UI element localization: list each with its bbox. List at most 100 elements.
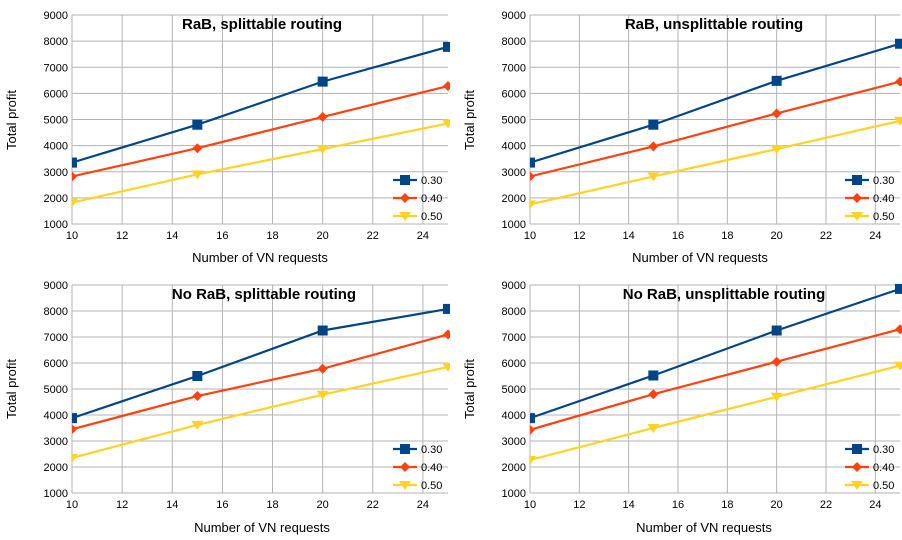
- data-point: [530, 413, 535, 424]
- series-line-0.40: [72, 333, 449, 431]
- series-group: [72, 303, 450, 463]
- data-point: [72, 157, 77, 168]
- y-tick-label: 4000: [44, 141, 68, 153]
- data-point: [648, 389, 659, 400]
- x-tick-label: 16: [216, 499, 228, 511]
- legend-label: 0.30: [873, 175, 894, 187]
- y-tick-label: 9000: [44, 280, 68, 292]
- y-tick-label: 5000: [44, 384, 68, 396]
- x-tick-label: 10: [66, 230, 78, 242]
- x-tick-label: 24: [869, 499, 881, 511]
- data-point: [72, 171, 77, 182]
- data-point: [316, 390, 329, 400]
- y-tick-label: 7000: [502, 332, 526, 344]
- series-line-0.30: [530, 42, 901, 164]
- y-tick-label: 6000: [44, 358, 68, 370]
- y-tick-label: 7000: [44, 332, 68, 344]
- data-point: [530, 157, 535, 168]
- data-point: [317, 76, 328, 87]
- series-line-0.40: [72, 84, 449, 178]
- legend-marker: [399, 481, 411, 490]
- data-point: [894, 361, 902, 371]
- y-tick-label: 6000: [502, 88, 526, 100]
- legend-marker: [852, 193, 862, 203]
- data-point: [72, 424, 77, 435]
- data-point: [530, 424, 535, 435]
- legend-label: 0.50: [421, 211, 442, 223]
- data-point: [443, 329, 450, 340]
- chart-panel-4: 1000 2000 3000 4000 5000 6000 7000 8000 9000 10 12…: [462, 280, 902, 535]
- data-point: [530, 455, 536, 465]
- y-tick-label: 1000: [502, 488, 526, 500]
- y-tick-label: 2000: [502, 462, 526, 474]
- y-tick-label: 3000: [44, 436, 68, 448]
- x-tick-label: 20: [317, 499, 329, 511]
- x-tick-label: 20: [317, 230, 329, 242]
- y-tick-label: 4000: [502, 141, 526, 153]
- data-point: [530, 171, 535, 182]
- y-tick-label: 1000: [44, 488, 68, 500]
- data-point: [317, 325, 328, 336]
- x-tick-label: 20: [771, 230, 783, 242]
- chart-title: No RaB, unsplittable routing: [623, 286, 826, 303]
- legend-marker: [399, 212, 411, 221]
- legend-marker: [851, 481, 863, 490]
- x-tick-label: 16: [672, 230, 684, 242]
- data-point: [72, 198, 78, 208]
- y-tick-label: 3000: [44, 167, 68, 179]
- y-tick-label: 3000: [502, 436, 526, 448]
- legend-marker: [852, 462, 862, 472]
- y-tick-label: 5000: [502, 115, 526, 127]
- y-tick-label: 1000: [502, 219, 526, 231]
- chart-panel-2: 1000 2000 3000 4000 5000 6000 7000 8000 9000 10 12…: [462, 10, 902, 265]
- data-point: [72, 453, 78, 463]
- legend-label: 0.50: [873, 211, 894, 223]
- data-point: [442, 362, 450, 372]
- data-point: [192, 391, 203, 402]
- data-point: [648, 370, 659, 381]
- data-point: [895, 283, 902, 294]
- x-tick-label: 12: [573, 230, 585, 242]
- legend-label: 0.30: [873, 444, 894, 456]
- x-tick-label: 22: [820, 499, 832, 511]
- legend-marker: [400, 175, 410, 185]
- chart-title: No RaB, splittable routing: [172, 286, 356, 303]
- y-axis-label: Total profit: [4, 359, 19, 419]
- data-point: [648, 141, 659, 152]
- legend: 0.30 0.40 0.50: [393, 175, 442, 223]
- x-tick-label: 24: [417, 230, 429, 242]
- y-axis-label: Total profit: [462, 359, 477, 419]
- x-axis-label: Number of VN requests: [194, 520, 330, 535]
- data-point: [317, 111, 328, 122]
- y-axis-label: Total profit: [4, 90, 19, 150]
- chart-panel-3: 1000 2000 3000 4000 5000 6000 7000 8000 9000 10 12…: [4, 280, 450, 535]
- y-tick-label: 4000: [44, 410, 68, 422]
- legend: 0.30 0.40 0.50: [393, 444, 442, 492]
- chart-title: RaB, unsplittable routing: [625, 16, 803, 33]
- data-point: [192, 371, 203, 381]
- y-tick-label: 3000: [502, 167, 526, 179]
- legend: 0.30 0.40 0.50: [845, 175, 894, 223]
- data-point: [191, 170, 204, 180]
- legend-marker: [852, 444, 862, 454]
- data-point: [648, 119, 659, 130]
- y-axis-label: Total profit: [462, 90, 477, 150]
- data-point: [895, 38, 902, 49]
- legend-label: 0.50: [421, 480, 442, 492]
- y-tick-label: 7000: [502, 62, 526, 74]
- x-tick-label: 18: [721, 499, 733, 511]
- y-tick-label: 8000: [502, 36, 526, 48]
- series-line-0.40: [530, 328, 901, 431]
- x-axis-label: Number of VN requests: [192, 250, 328, 265]
- y-tick-label: 6000: [44, 88, 68, 100]
- x-tick-label: 10: [66, 499, 78, 511]
- chart-title: RaB, splittable routing: [182, 16, 342, 33]
- series-line-0.50: [72, 365, 449, 459]
- x-tick-label: 18: [266, 230, 278, 242]
- y-tick-label: 5000: [502, 384, 526, 396]
- y-tick-label: 9000: [502, 10, 526, 22]
- legend-label: 0.40: [873, 462, 894, 474]
- y-tick-label: 8000: [502, 306, 526, 318]
- x-tick-label: 10: [524, 499, 536, 511]
- data-point: [443, 41, 450, 52]
